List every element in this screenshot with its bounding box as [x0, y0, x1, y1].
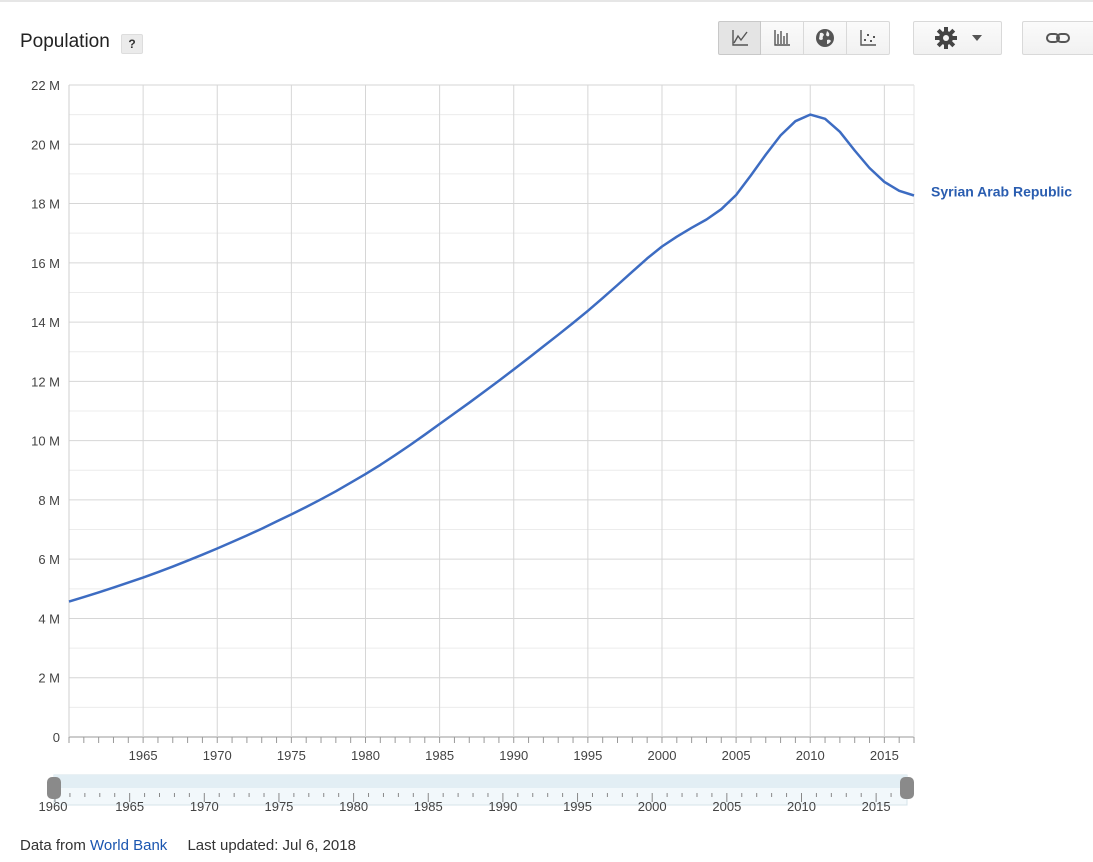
gear-icon: [934, 27, 957, 49]
slider-tick-label: 1970: [190, 799, 219, 814]
scatter-chart-icon: [860, 30, 876, 46]
line-chart-button[interactable]: [718, 21, 761, 55]
x-tick-label: 1995: [573, 748, 602, 763]
last-updated: Last updated: Jul 6, 2018: [187, 837, 356, 854]
map-button[interactable]: [804, 21, 847, 55]
world-bank-link[interactable]: World Bank: [90, 837, 168, 854]
y-tick-label: 20 M: [31, 137, 60, 152]
slider-tick-label: 1975: [264, 799, 293, 814]
x-tick-label: 2015: [870, 748, 899, 763]
x-tick-label: 1965: [129, 748, 158, 763]
range-slider[interactable]: 1960 1965 1970 1975 1980 1985 1990 1995 2000 2005…: [39, 774, 914, 814]
source-prefix: Data from: [20, 837, 91, 854]
chart-type-toolbar: [718, 21, 890, 55]
x-tick-label: 1980: [351, 748, 380, 763]
slider-tick-label: 2000: [638, 799, 667, 814]
chart-grid: [68, 84, 915, 738]
share-link-button[interactable]: [1022, 21, 1093, 55]
slider-tick-label: 1990: [488, 799, 517, 814]
y-tick-label: 4 M: [38, 611, 60, 626]
y-tick-label: 0: [53, 730, 60, 745]
slider-tick-label: 2010: [787, 799, 816, 814]
series-label[interactable]: Syrian Arab Republic: [931, 184, 1072, 200]
y-tick-label: 10 M: [31, 434, 60, 449]
slider-tick-label: 1995: [563, 799, 592, 814]
y-tick-label: 18 M: [31, 197, 60, 212]
caret-down-icon: [971, 35, 982, 41]
globe-map-icon: [816, 29, 834, 47]
x-tick-label: 2005: [722, 748, 751, 763]
y-tick-label: 6 M: [38, 552, 60, 567]
settings-button[interactable]: [913, 21, 1002, 55]
x-tick-label: 2010: [796, 748, 825, 763]
slider-left-handle[interactable]: [47, 777, 61, 799]
y-tick-label: 22 M: [31, 78, 60, 93]
slider-right-handle[interactable]: [900, 777, 914, 799]
slider-tick-label: 1980: [339, 799, 368, 814]
population-line-chart: 0 2 M 4 M 6 M 8 M 10 M 12 M 14 M 16 M 18 M 20 M 22 …: [31, 78, 1072, 814]
slider-tick-label: 1965: [115, 799, 144, 814]
help-button[interactable]: ?: [121, 34, 143, 54]
series-line[interactable]: [68, 113, 915, 603]
x-tick-label: 1975: [277, 748, 306, 763]
chart-axes: 0 2 M 4 M 6 M 8 M 10 M 12 M 14 M 16 M 18 M 20 M 22 …: [31, 78, 915, 763]
bar-chart-icon: [774, 30, 790, 46]
link-icon: [1046, 33, 1070, 43]
slider-selection: [54, 775, 907, 788]
slider-tick-label: 2015: [862, 799, 891, 814]
y-tick-label: 12 M: [31, 374, 60, 389]
y-tick-label: 16 M: [31, 256, 60, 271]
bar-chart-button[interactable]: [761, 21, 804, 55]
slider-start-label: 1960: [39, 799, 68, 814]
slider-tick-label: 1985: [414, 799, 443, 814]
x-tick-label: 1970: [203, 748, 232, 763]
y-tick-label: 14 M: [31, 315, 60, 330]
chart-series: Syrian Arab Republic: [68, 113, 1072, 603]
y-tick-label: 8 M: [38, 493, 60, 508]
y-tick-label: 2 M: [38, 671, 60, 686]
footer: Data from World Bank Last updated: Jul 6…: [20, 837, 356, 854]
top-divider: [0, 0, 1093, 2]
line-chart-icon: [731, 30, 748, 46]
x-tick-label: 2000: [648, 748, 677, 763]
slider-tick-label: 2005: [712, 799, 741, 814]
x-tick-label: 1990: [499, 748, 528, 763]
scatter-chart-button[interactable]: [847, 21, 890, 55]
x-tick-label: 1985: [425, 748, 454, 763]
chart-title: Population: [20, 31, 110, 52]
